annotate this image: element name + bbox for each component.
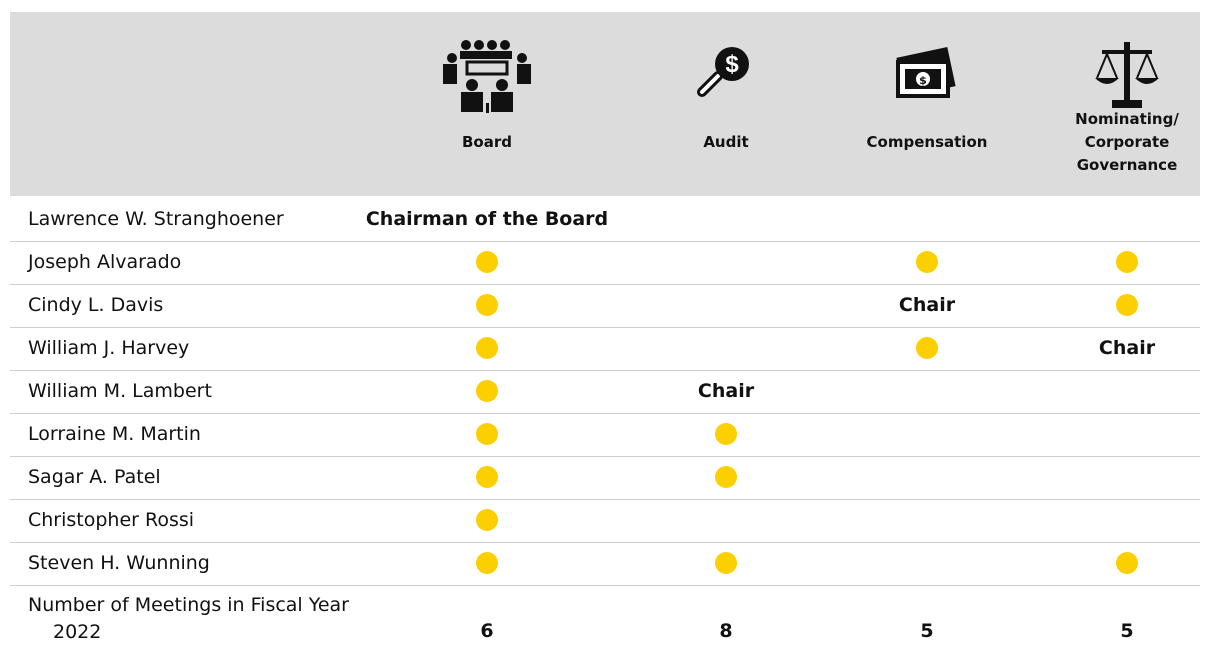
row-separator: [10, 241, 1200, 242]
svg-text:$: $: [919, 74, 927, 87]
member-dot: [476, 380, 498, 402]
row-separator: [10, 585, 1200, 586]
member-dot: [476, 337, 498, 359]
meeting-count: 5: [920, 620, 934, 642]
column-header: Nominating/ Corporate Governance: [1075, 110, 1179, 174]
audit-icon: $: [697, 47, 749, 97]
member-dot: [476, 294, 498, 316]
member-dot: [1116, 294, 1138, 316]
svg-text:$: $: [725, 51, 739, 78]
row-name: Christopher Rossi: [28, 509, 195, 531]
member-dot: [1116, 251, 1138, 273]
member-dot: [916, 251, 938, 273]
compensation-icon: $: [896, 47, 956, 98]
row-separator: [10, 327, 1200, 328]
row-separator: [10, 284, 1200, 285]
footer-label: Number of Meetings in Fiscal Year 2022: [28, 594, 349, 643]
member-dot: [916, 337, 938, 359]
member-dot: [476, 552, 498, 574]
member-dot: [476, 423, 498, 445]
member-dot: [715, 423, 737, 445]
role-label: Chair: [898, 294, 956, 316]
row-separator: [10, 413, 1200, 414]
governance-icon: [1095, 42, 1159, 108]
row-name: Steven H. Wunning: [28, 552, 210, 574]
column-header: Board: [462, 133, 512, 151]
role-label: Chair: [1098, 337, 1156, 359]
header-band: [10, 12, 1200, 196]
icons: $ $: [443, 40, 1159, 113]
row-name: Sagar A. Patel: [28, 466, 161, 488]
member-dot: [476, 251, 498, 273]
row-name: William J. Harvey: [28, 337, 190, 359]
member-dot: [476, 466, 498, 488]
member-dot: [715, 466, 737, 488]
row-name: Cindy L. Davis: [28, 294, 164, 316]
row-name: Lorraine M. Martin: [28, 423, 201, 445]
row-separator: [10, 542, 1200, 543]
row-name: Joseph Alvarado: [28, 251, 182, 273]
member-dot: [476, 509, 498, 531]
row-name: Lawrence W. Stranghoener: [28, 208, 284, 230]
row-name: William M. Lambert: [28, 380, 212, 402]
member-dot: [1116, 552, 1138, 574]
meeting-count: 6: [480, 620, 494, 642]
row-separator: [10, 370, 1200, 371]
column-header: Audit: [703, 133, 749, 151]
role-label: Chairman of the Board: [365, 208, 609, 230]
column-header: Compensation: [866, 133, 988, 151]
meeting-count: 8: [719, 620, 733, 642]
board-icon: [443, 40, 531, 113]
member-dot: [715, 552, 737, 574]
row-separator: [10, 456, 1200, 457]
role-label: Chair: [697, 380, 755, 402]
row-separator: [10, 499, 1200, 500]
meeting-count: 5: [1120, 620, 1134, 642]
